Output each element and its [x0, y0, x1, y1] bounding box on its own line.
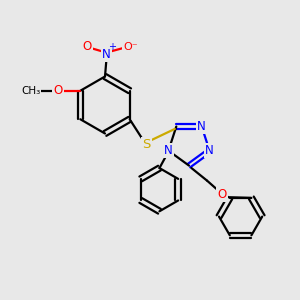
Text: O⁻: O⁻ [123, 41, 138, 52]
Text: O: O [53, 84, 62, 97]
Text: N: N [197, 120, 206, 133]
Text: N: N [102, 47, 111, 61]
Text: S: S [142, 138, 150, 151]
Text: N: N [164, 144, 173, 157]
Text: O: O [82, 40, 91, 53]
Text: O: O [218, 188, 226, 201]
Text: CH₃: CH₃ [21, 86, 40, 96]
Text: N: N [205, 144, 214, 157]
Text: +: + [109, 41, 116, 52]
